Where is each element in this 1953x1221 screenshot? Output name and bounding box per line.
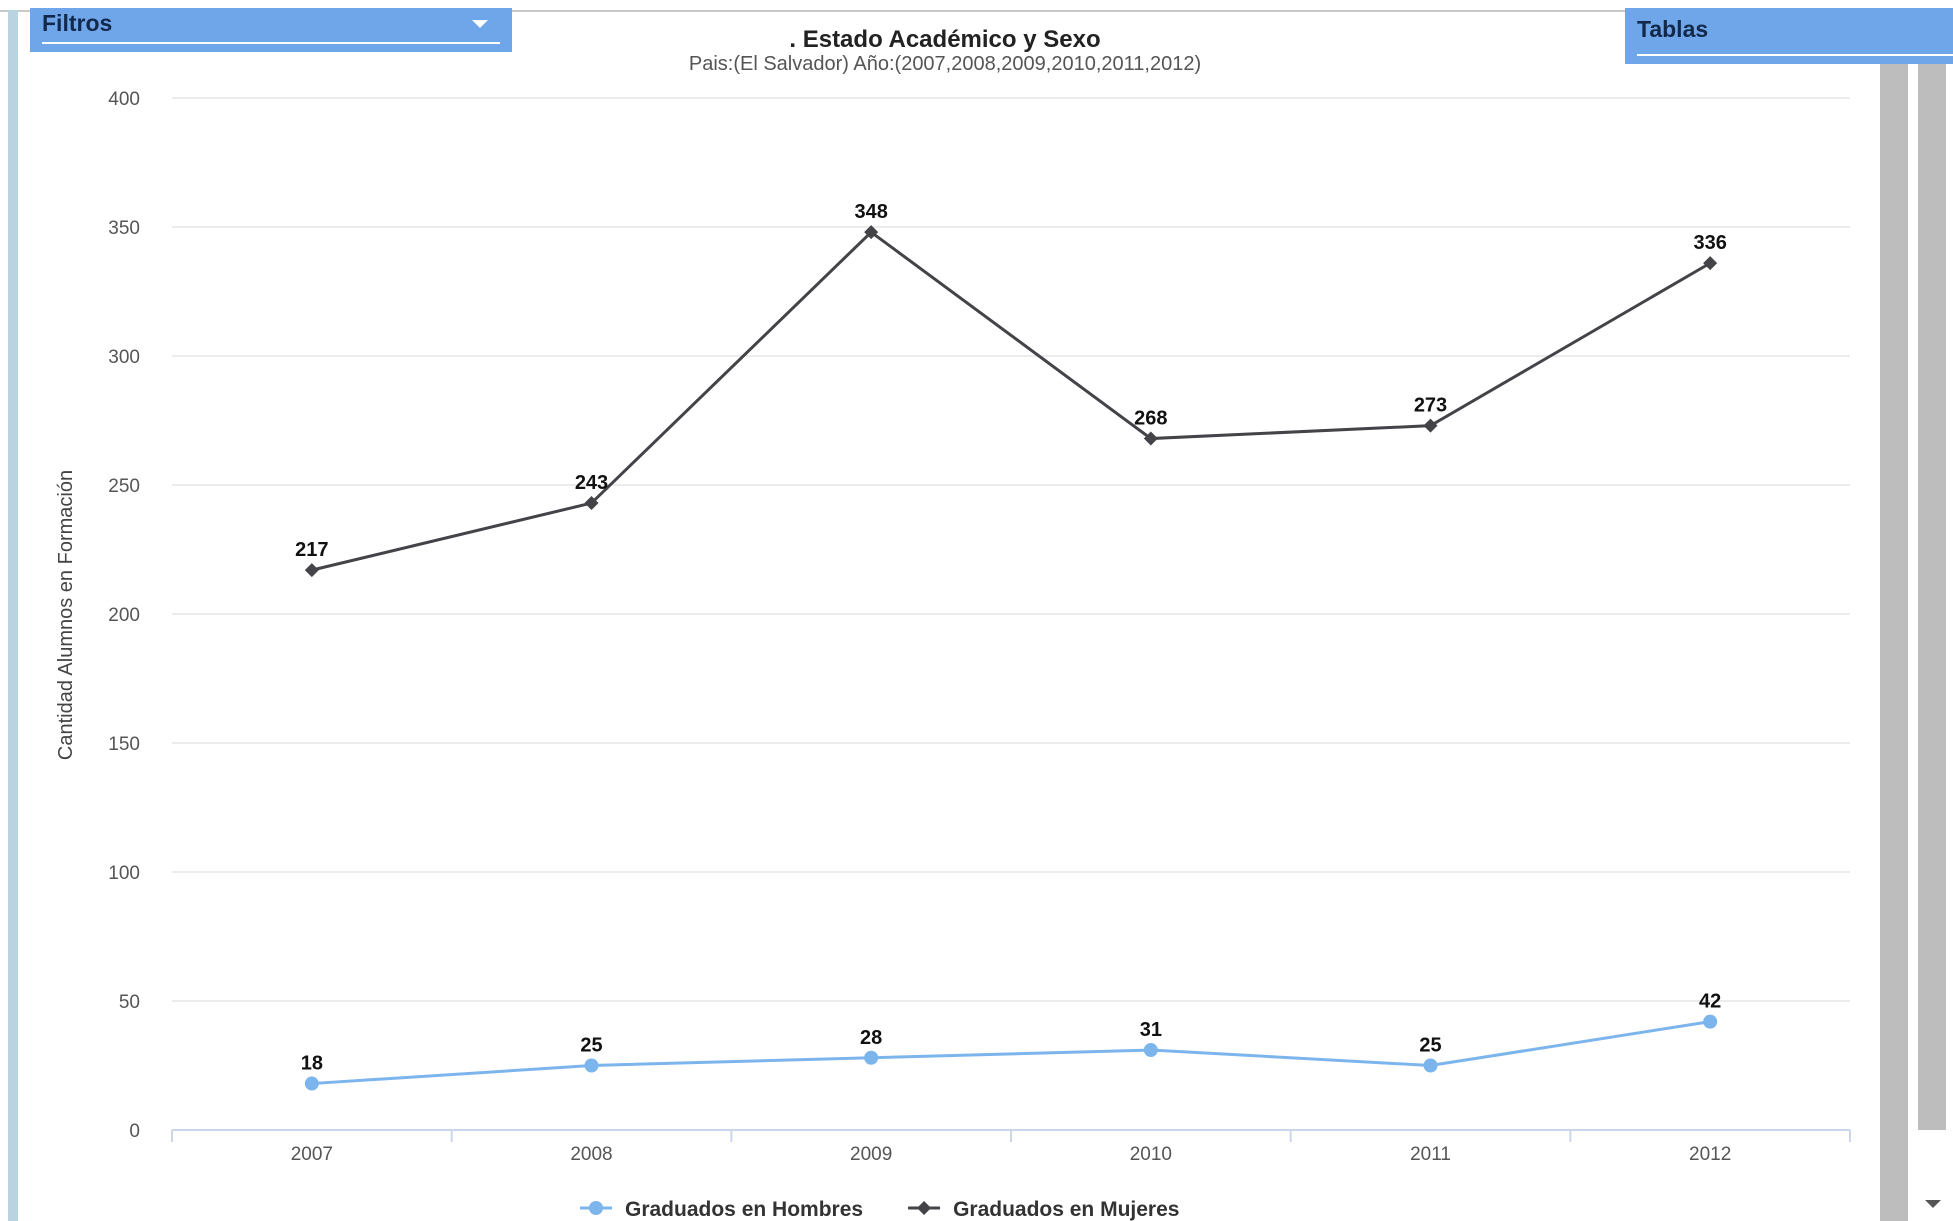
data-label-s1-1: 243 <box>575 472 608 494</box>
series-line-0 <box>311 1020 1711 1086</box>
data-point-s1-5 <box>1703 256 1718 271</box>
legend: Graduados en Hombres Graduados en Mujeres <box>580 1198 1179 1221</box>
data-point-s0-5 <box>1703 1014 1718 1029</box>
data-point-s1-1 <box>584 496 599 511</box>
series-layer <box>304 225 1718 1091</box>
y-tick-label-200: 200 <box>108 605 140 626</box>
y-axis-label: Cantidad Alumnos en Formación <box>55 470 77 760</box>
outer-scrollbar[interactable] <box>1918 64 1946 1130</box>
scroll-down-arrow-icon[interactable] <box>1925 1200 1941 1208</box>
x-tick-label-2010: 2010 <box>1130 1144 1172 1165</box>
data-label-s0-2: 28 <box>860 1027 882 1049</box>
y-tick-label-250: 250 <box>108 476 140 497</box>
series-line-1 <box>311 230 1711 572</box>
y-tick-label-400: 400 <box>108 89 140 110</box>
y-tick-label-100: 100 <box>108 863 140 884</box>
chart-title: . Estado Académico y Sexo <box>789 26 1100 53</box>
filtros-label: Filtros <box>42 10 113 36</box>
top-border <box>0 10 1953 12</box>
chart-subtitle: Pais:(El Salvador) Año:(2007,2008,2009,2… <box>689 53 1201 75</box>
x-axis: 2007 2008 2009 2010 2011 2012 <box>171 1129 1851 1165</box>
y-axis-ticks: 0 50 100 150 200 250 300 350 400 <box>108 89 140 1142</box>
data-point-s1-3 <box>1143 431 1158 446</box>
data-point-s0-0 <box>304 1076 319 1091</box>
x-tick-label-2008: 2008 <box>570 1144 612 1165</box>
filtros-panel-header[interactable]: Filtros <box>30 8 512 52</box>
y-tick-label-0: 0 <box>129 1121 140 1142</box>
data-label-s0-4: 25 <box>1419 1035 1441 1057</box>
data-point-s0-1 <box>584 1058 599 1073</box>
legend-marker-0 <box>589 1201 603 1215</box>
data-label-s0-5: 42 <box>1699 991 1721 1013</box>
legend-label-1: Graduados en Mujeres <box>953 1198 1179 1221</box>
data-label-s1-5: 336 <box>1693 232 1726 254</box>
vertical-scrollbar[interactable] <box>1880 64 1908 1221</box>
data-label-s1-3: 268 <box>1134 408 1167 430</box>
chevron-down-icon[interactable] <box>472 20 488 28</box>
data-point-s0-4 <box>1423 1058 1438 1073</box>
data-labels: 18 25 28 31 25 42 217 243 348 268 273 336 <box>295 201 1727 1074</box>
data-point-s1-4 <box>1423 418 1438 433</box>
legend-label-0: Graduados en Hombres <box>625 1198 863 1221</box>
data-label-s1-2: 348 <box>854 201 887 223</box>
filtros-underline <box>42 42 500 44</box>
data-label-s0-3: 31 <box>1140 1019 1162 1041</box>
data-label-s0-1: 25 <box>580 1035 602 1057</box>
left-panel-edge <box>8 10 18 1221</box>
y-tick-label-50: 50 <box>119 992 140 1013</box>
grid-lines <box>172 97 1850 1002</box>
data-point-s0-2 <box>864 1050 879 1065</box>
x-tick-label-2011: 2011 <box>1410 1144 1451 1165</box>
tablas-label: Tablas <box>1637 16 1709 42</box>
y-tick-label-300: 300 <box>108 347 140 368</box>
x-tick-label-2007: 2007 <box>291 1144 333 1165</box>
tablas-underline <box>1637 54 1953 56</box>
data-point-s0-3 <box>1143 1043 1158 1058</box>
data-point-s1-0 <box>304 563 319 578</box>
data-label-s0-0: 18 <box>301 1053 323 1075</box>
y-tick-label-350: 350 <box>108 218 140 239</box>
legend-marker-1 <box>917 1201 932 1215</box>
x-tick-label-2009: 2009 <box>850 1144 892 1165</box>
data-point-s1-2 <box>864 225 879 240</box>
x-tick-label-2012: 2012 <box>1689 1144 1731 1165</box>
tablas-panel-header[interactable]: Tablas <box>1625 8 1953 64</box>
data-label-s1-0: 217 <box>295 539 328 561</box>
y-tick-label-150: 150 <box>108 734 140 755</box>
data-label-s1-4: 273 <box>1414 395 1447 417</box>
